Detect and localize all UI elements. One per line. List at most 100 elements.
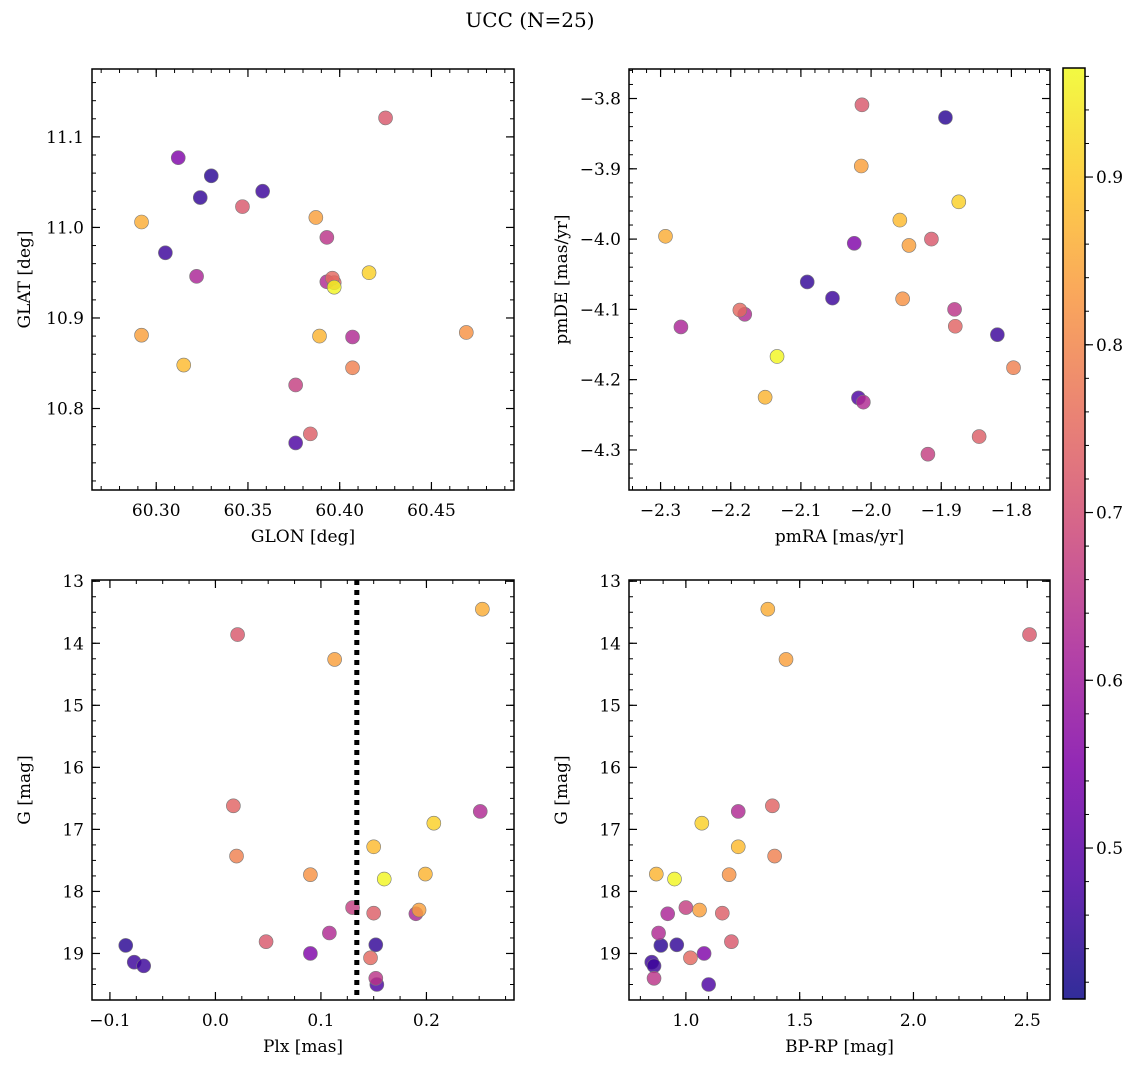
x-tick-label: 0.1 — [307, 1011, 334, 1031]
x-tick-label: 2.5 — [1014, 1011, 1041, 1031]
data-point — [757, 389, 773, 405]
data-point — [258, 934, 274, 949]
colorbar-tick-label: 0.9 — [1096, 168, 1123, 188]
minor-ticks — [629, 69, 1050, 490]
y-tick-label: 10.8 — [46, 400, 84, 420]
data-point — [363, 950, 378, 966]
data-point — [229, 848, 244, 864]
data-point — [203, 168, 219, 184]
y-tick-label: 15 — [62, 696, 84, 716]
data-point — [730, 839, 746, 855]
y-tick-label: −4.3 — [580, 441, 621, 461]
x-tick-label: 60.45 — [407, 501, 456, 521]
data-point — [376, 871, 392, 887]
panel-parallax: −0.1 0.0 0.1 0.2 13 14 15 16 17 18 19 Plx [mas] G [m… — [15, 572, 515, 1057]
data-point — [312, 328, 327, 344]
data-point — [947, 318, 963, 334]
data-point — [170, 150, 186, 166]
x-tick-label: 2.0 — [900, 1011, 927, 1031]
x-tick-label: 60.30 — [132, 501, 181, 521]
data-point — [326, 279, 342, 295]
y-axis-label: G [mag] — [552, 755, 572, 824]
data-point — [694, 815, 710, 831]
data-point — [472, 804, 488, 819]
colorbar: 0.5 0.6 0.7 0.8 0.9 — [1062, 67, 1123, 1000]
minor-ticks — [92, 580, 514, 1001]
data-point — [345, 360, 360, 376]
data-point — [701, 977, 716, 992]
data-point — [345, 329, 360, 345]
y-tick-label: −4.0 — [580, 230, 621, 250]
x-tick-label: 1.0 — [672, 1011, 699, 1031]
data-point — [327, 652, 342, 667]
minor-ticks — [629, 580, 1051, 1001]
data-point — [366, 905, 381, 921]
panel-color-magnitude: 1.0 1.5 2.0 2.5 13 14 15 16 17 18 19 BP-RP [mag] G [… — [552, 572, 1051, 1057]
y-tick-label: 16 — [62, 758, 84, 778]
x-tick-label: 1.5 — [786, 1011, 813, 1031]
x-axis-label: pmRA [mas/yr] — [775, 527, 904, 547]
y-tick-label: 16 — [599, 758, 621, 778]
x-tick-label: 0.2 — [413, 1011, 440, 1031]
data-point — [458, 325, 474, 340]
y-axis-label: pmDE [mas/yr] — [552, 214, 572, 344]
x-tick-label: −2.3 — [640, 501, 681, 521]
data-point — [189, 269, 204, 284]
panel-spatial: 60.30 60.35 60.40 60.45 10.8 10.9 11.0 11.1 GLON… — [15, 68, 515, 547]
data-point — [322, 925, 337, 941]
y-axis-label: GLAT [deg] — [15, 230, 35, 328]
data-point — [646, 970, 662, 986]
data-point — [230, 627, 245, 642]
data-point — [235, 199, 250, 214]
y-tick-label: 14 — [62, 634, 84, 654]
data-point — [920, 446, 936, 462]
data-point — [853, 158, 869, 174]
data-point — [765, 798, 780, 814]
colorbar-gradient — [1063, 68, 1085, 999]
data-point — [288, 435, 303, 451]
y-tick-label: 14 — [599, 634, 621, 654]
y-tick-label: 19 — [599, 944, 621, 964]
y-tick-label: −4.2 — [580, 371, 621, 391]
data-point — [303, 946, 318, 961]
y-tick-label: 17 — [62, 820, 84, 840]
y-tick-label: 10.9 — [46, 309, 84, 329]
x-tick-label: −1.8 — [991, 501, 1032, 521]
panel-proper-motion: −2.3 −2.2 −2.1 −2.0 −1.9 −1.8 −4.3 −4.2 −4.1 −4.0… — [552, 68, 1051, 547]
data-point — [378, 110, 393, 126]
colorbar-tick-label: 0.8 — [1096, 336, 1123, 356]
data-point — [658, 228, 673, 244]
data-point — [667, 871, 682, 887]
data-point — [732, 302, 748, 318]
axes-frame — [91, 68, 515, 491]
y-tick-label: −3.9 — [580, 160, 621, 180]
data-point — [938, 110, 953, 125]
data-point — [678, 900, 694, 915]
y-tick-label: 19 — [62, 944, 84, 964]
data-point — [692, 902, 707, 918]
data-point — [366, 839, 381, 855]
data-point — [846, 236, 862, 251]
axes-frame — [628, 68, 1051, 491]
x-tick-label: −0.1 — [89, 1011, 130, 1031]
figure-title: UCC (N=25) — [465, 8, 594, 32]
x-tick-label: −1.9 — [921, 501, 962, 521]
x-tick-label: −2.2 — [710, 501, 751, 521]
data-point — [901, 238, 917, 253]
y-tick-label: 11.1 — [46, 128, 84, 148]
data-point — [856, 394, 871, 410]
data-point — [118, 938, 134, 953]
data-point — [730, 804, 746, 819]
data-point — [1022, 627, 1037, 642]
data-point — [411, 902, 427, 918]
data-point — [303, 867, 318, 882]
data-point — [924, 231, 939, 247]
data-point — [134, 327, 149, 343]
y-tick-label: 15 — [599, 696, 621, 716]
data-point — [651, 925, 666, 941]
data-point — [255, 183, 270, 199]
colorbar-tick-label: 0.5 — [1096, 839, 1123, 859]
data-point — [288, 377, 303, 393]
data-point — [418, 866, 433, 882]
data-point — [715, 905, 730, 921]
